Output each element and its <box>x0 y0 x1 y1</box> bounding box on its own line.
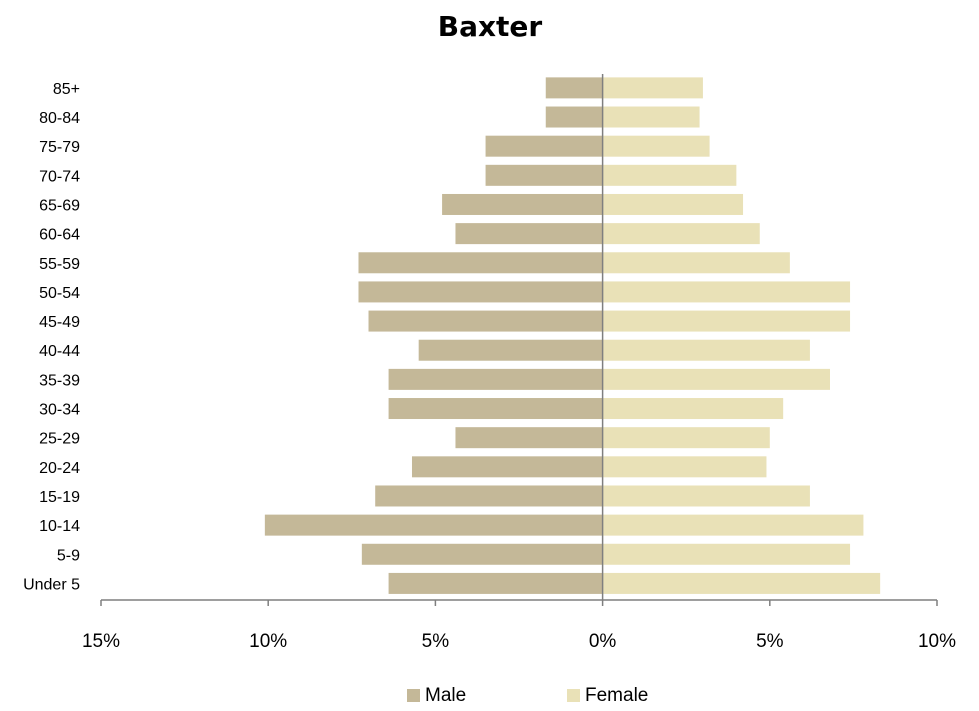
category-label: 35-39 <box>39 372 80 389</box>
bar-male-80-84 <box>545 106 603 128</box>
category-label: 30-34 <box>39 402 80 419</box>
bar-male-60-64 <box>455 223 603 245</box>
category-labels: Under 5 5-9 10-14 15-19 20-24 25-29 30-34 35-39… <box>23 81 80 594</box>
x-tick-label: 10% <box>249 631 287 652</box>
x-tick-label: 15% <box>82 631 120 652</box>
bar-female-70-74 <box>602 164 737 186</box>
bars-group <box>264 77 881 594</box>
legend-swatch-male <box>407 689 420 702</box>
legend-label-female: Female <box>585 685 648 706</box>
bar-female-30-34 <box>602 398 784 420</box>
bar-male-15-19 <box>375 485 603 507</box>
bar-female-55-59 <box>602 252 790 274</box>
bar-male-65-69 <box>442 193 603 215</box>
bar-female-50-54 <box>602 281 851 303</box>
legend-swatch-female <box>567 689 580 702</box>
bar-female-75-79 <box>602 135 710 157</box>
bar-male-25-29 <box>455 427 603 449</box>
bar-male-10-14 <box>264 514 603 536</box>
bar-male-85plus <box>545 77 603 99</box>
category-label: 60-64 <box>39 227 80 244</box>
x-tick-label: 10% <box>918 631 956 652</box>
bar-male-55-59 <box>358 252 603 274</box>
bar-female-20-24 <box>602 456 767 478</box>
bar-male-30-34 <box>388 398 603 420</box>
bar-male-45-49 <box>368 310 603 332</box>
category-label: 55-59 <box>39 256 80 273</box>
chart-title: Baxter <box>438 10 543 43</box>
category-label: 5-9 <box>57 547 80 564</box>
bar-female-35-39 <box>602 368 830 390</box>
x-tick-label: 5% <box>756 631 784 652</box>
legend-label-male: Male <box>425 685 466 706</box>
bar-female-5-9 <box>602 543 851 565</box>
category-label: 50-54 <box>39 285 80 302</box>
category-label: 15-19 <box>39 489 80 506</box>
category-label: 45-49 <box>39 314 80 331</box>
category-label: 10-14 <box>39 518 80 535</box>
bar-male-20-24 <box>411 456 603 478</box>
x-tick-label: 5% <box>422 631 450 652</box>
x-axis: 15% 10% 5% 0% 5% 10% <box>82 74 956 652</box>
bar-male-70-74 <box>485 164 603 186</box>
bar-male-40-44 <box>418 339 603 361</box>
bar-male-5-9 <box>361 543 603 565</box>
legend: Male Female <box>407 685 648 706</box>
category-label: 80-84 <box>39 110 80 127</box>
category-label: 40-44 <box>39 343 80 360</box>
bar-female-40-44 <box>602 339 810 361</box>
category-label: 70-74 <box>39 168 80 185</box>
category-label: 85+ <box>53 81 80 98</box>
bar-female-15-19 <box>602 485 810 507</box>
category-label: 20-24 <box>39 460 80 477</box>
bar-female-45-49 <box>602 310 851 332</box>
bar-female-65-69 <box>602 193 744 215</box>
bar-female-80-84 <box>602 106 700 128</box>
category-label: 75-79 <box>39 139 80 156</box>
bar-female-10-14 <box>602 514 864 536</box>
category-label: 65-69 <box>39 197 80 214</box>
category-label: 25-29 <box>39 431 80 448</box>
bar-male-35-39 <box>388 368 603 390</box>
bar-female-25-29 <box>602 427 770 449</box>
bar-female-60-64 <box>602 223 760 245</box>
category-label: Under 5 <box>23 576 80 593</box>
bar-female-under-5 <box>602 572 881 594</box>
bar-male-75-79 <box>485 135 603 157</box>
x-tick-label: 0% <box>589 631 617 652</box>
bar-male-50-54 <box>358 281 603 303</box>
bar-female-85plus <box>602 77 703 99</box>
bar-male-under-5 <box>388 572 603 594</box>
